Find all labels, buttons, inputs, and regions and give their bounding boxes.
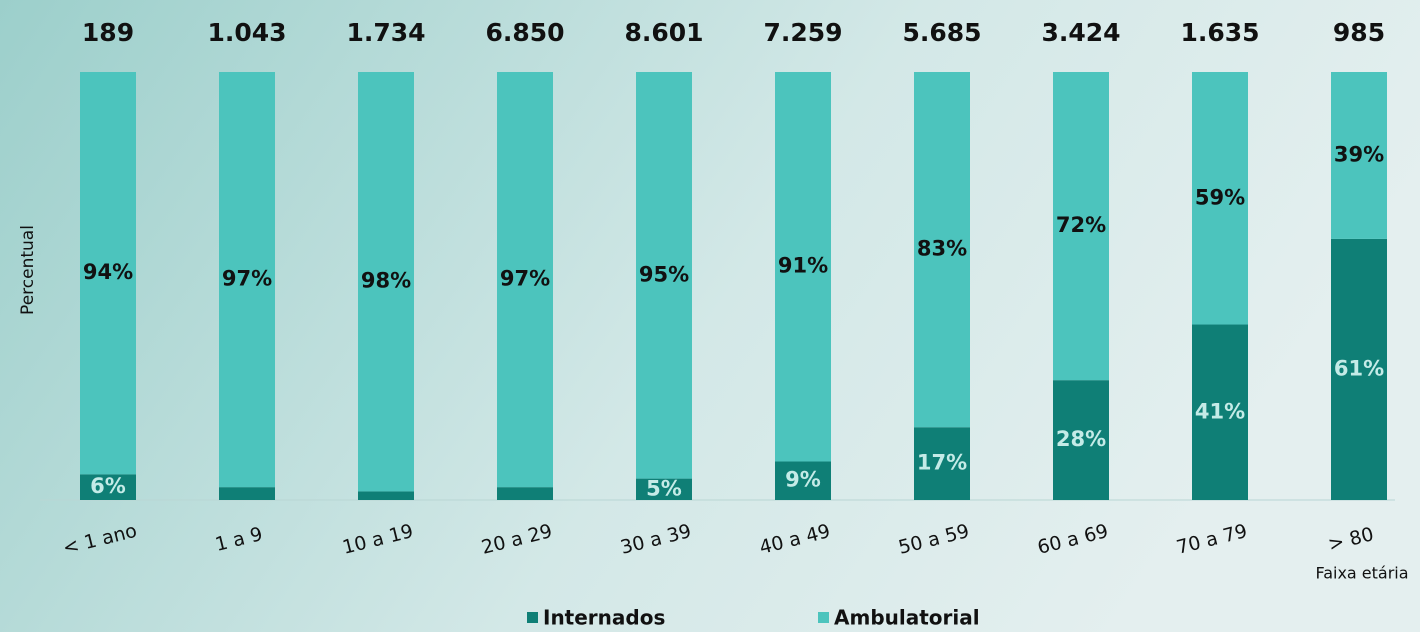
data-label: 28% bbox=[1056, 427, 1106, 451]
legend-swatch bbox=[818, 612, 829, 623]
bar-segment bbox=[80, 474, 136, 500]
bar-segment bbox=[636, 478, 692, 500]
total-label: 7.259 bbox=[763, 18, 842, 47]
total-label: 985 bbox=[1333, 18, 1385, 47]
legend-label: Internados bbox=[543, 606, 665, 630]
data-label: 61% bbox=[1334, 356, 1384, 380]
bar-segment bbox=[1053, 72, 1109, 381]
total-label: 1.734 bbox=[346, 18, 425, 47]
bar-segment bbox=[1192, 72, 1248, 325]
total-label: 5.685 bbox=[902, 18, 981, 47]
data-label: 6% bbox=[90, 474, 126, 498]
data-label: 97% bbox=[500, 267, 550, 291]
legend-swatch bbox=[527, 612, 538, 623]
total-label: 6.850 bbox=[485, 18, 564, 47]
bar-segment bbox=[636, 72, 692, 479]
bar-segment bbox=[80, 72, 136, 475]
bar-segment bbox=[775, 461, 831, 500]
data-label: 72% bbox=[1056, 213, 1106, 237]
data-label: 97% bbox=[222, 267, 272, 291]
data-label: 94% bbox=[83, 260, 133, 284]
bar-segment bbox=[775, 72, 831, 462]
data-label: 5% bbox=[646, 476, 682, 500]
data-label: 9% bbox=[785, 468, 821, 492]
data-label: 17% bbox=[917, 451, 967, 475]
bar-segment bbox=[1331, 72, 1387, 239]
data-label: 91% bbox=[778, 254, 828, 278]
total-label: 8.601 bbox=[624, 18, 703, 47]
data-label: 95% bbox=[639, 262, 689, 286]
data-label: 39% bbox=[1334, 142, 1384, 166]
total-label: 3.424 bbox=[1041, 18, 1120, 47]
bar-segment bbox=[358, 72, 414, 492]
total-label: 1.043 bbox=[207, 18, 286, 47]
bar-segment bbox=[914, 427, 970, 500]
data-label: 98% bbox=[361, 269, 411, 293]
bar-segment bbox=[914, 72, 970, 428]
data-label: 83% bbox=[917, 237, 967, 261]
data-label: 59% bbox=[1195, 185, 1245, 209]
bar-segment bbox=[219, 72, 275, 488]
bar-segment bbox=[497, 487, 553, 500]
bar-segment bbox=[358, 491, 414, 500]
x-axis-label: Faixa etária bbox=[1315, 564, 1408, 583]
bar-segment bbox=[219, 487, 275, 500]
bar-segment bbox=[1331, 238, 1387, 501]
bar-segment bbox=[497, 72, 553, 488]
data-label: 41% bbox=[1195, 399, 1245, 423]
total-label: 189 bbox=[82, 18, 134, 47]
bar-segment bbox=[1053, 380, 1109, 500]
bar-segment bbox=[1192, 324, 1248, 500]
y-axis-label: Percentual bbox=[18, 225, 38, 315]
total-label: 1.635 bbox=[1180, 18, 1259, 47]
legend-label: Ambulatorial bbox=[834, 606, 980, 630]
